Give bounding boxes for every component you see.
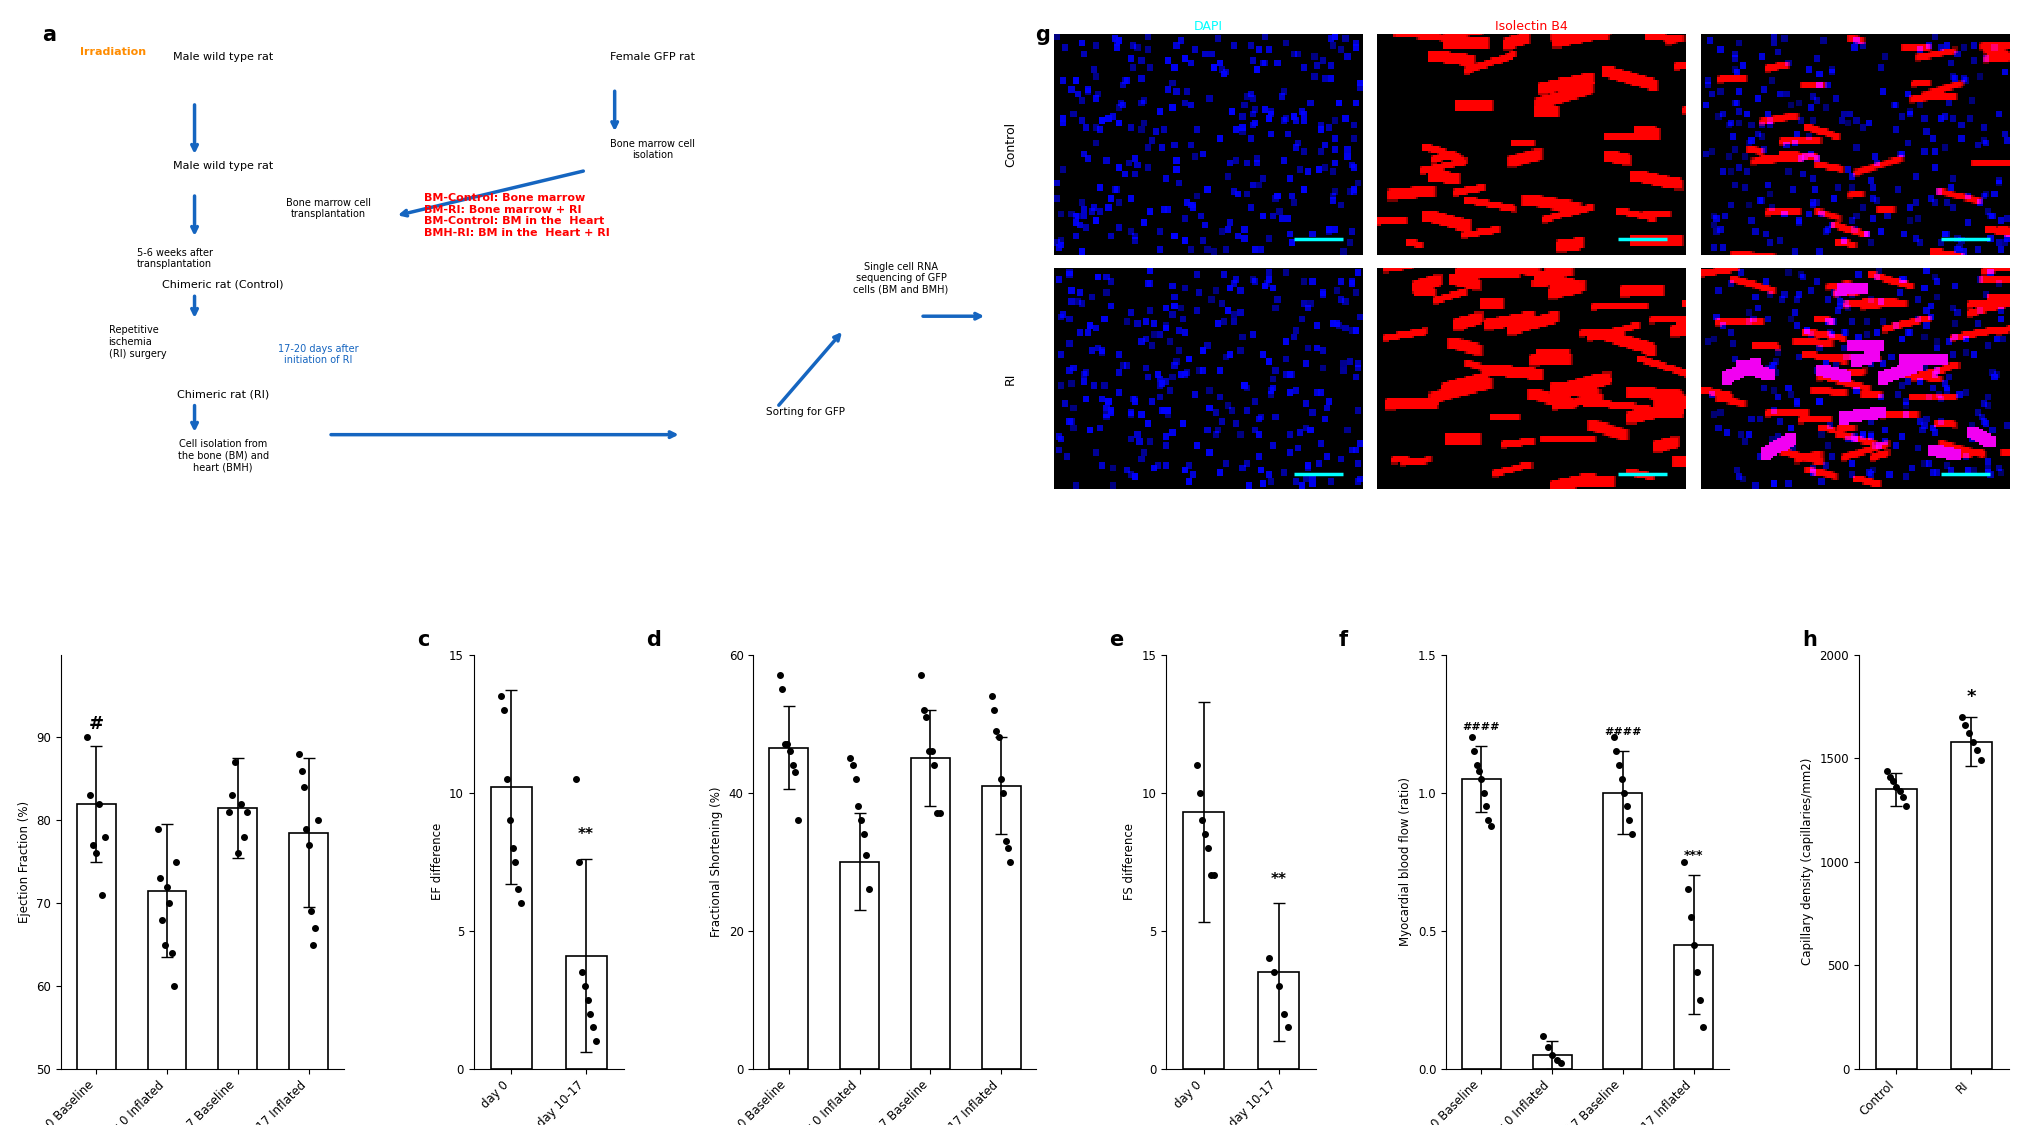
Text: ####: #### [1463, 722, 1499, 732]
Y-axis label: Myocardial blood flow (ratio): Myocardial blood flow (ratio) [1400, 777, 1412, 946]
Text: *: * [1966, 688, 1976, 706]
Text: RI: RI [1004, 372, 1017, 385]
Text: #: # [89, 716, 103, 734]
Text: Female GFP rat: Female GFP rat [611, 52, 696, 62]
Text: g: g [1035, 25, 1049, 45]
Bar [911, 758, 950, 1069]
Text: h: h [1802, 630, 1816, 650]
Text: e: e [1110, 630, 1124, 650]
Text: ***: *** [1684, 848, 1704, 862]
Bar [491, 788, 532, 1069]
Bar [77, 803, 116, 1125]
Text: Chimeric rat (RI): Chimeric rat (RI) [177, 389, 270, 399]
Y-axis label: Ejection Fraction (%): Ejection Fraction (%) [18, 801, 30, 922]
Text: Single cell RNA
sequencing of GFP
cells (BM and BMH): Single cell RNA sequencing of GFP cells … [854, 261, 950, 295]
Bar [1875, 790, 1917, 1069]
Text: Irradiation: Irradiation [79, 47, 146, 57]
Text: **: ** [1270, 872, 1286, 886]
Title: DAPI  Isolectin B4: DAPI Isolectin B4 [1800, 19, 1909, 33]
Bar [219, 808, 258, 1125]
Bar [1463, 778, 1501, 1069]
Bar [1674, 945, 1712, 1069]
Text: Chimeric rat (Control): Chimeric rat (Control) [162, 280, 284, 290]
Bar [288, 832, 329, 1125]
Text: Sorting for GFP: Sorting for GFP [767, 407, 846, 417]
Text: a: a [43, 25, 55, 45]
Bar [1950, 741, 1992, 1069]
Bar [840, 862, 879, 1069]
Text: Cell isolation from
the bone (BM) and
heart (BMH): Cell isolation from the bone (BM) and he… [179, 439, 268, 472]
Text: f: f [1339, 630, 1347, 650]
Text: Repetitive
ischemia
(RI) surgery: Repetitive ischemia (RI) surgery [110, 325, 166, 359]
Y-axis label: FS difference: FS difference [1124, 824, 1136, 900]
Text: Bone marrow cell
transplantation: Bone marrow cell transplantation [286, 198, 371, 219]
Text: **: ** [578, 827, 594, 843]
Y-axis label: EF difference: EF difference [430, 824, 444, 900]
Bar [1532, 1055, 1572, 1069]
Bar [148, 891, 187, 1125]
Title: DAPI: DAPI [1193, 19, 1221, 33]
Bar [1603, 793, 1641, 1069]
Text: Bone marrow cell
isolation: Bone marrow cell isolation [611, 138, 696, 160]
Title: Isolectin B4: Isolectin B4 [1495, 19, 1568, 33]
Text: 5-6 weeks after
transplantation: 5-6 weeks after transplantation [138, 248, 213, 270]
Text: 17-20 days after
initiation of RI: 17-20 days after initiation of RI [278, 343, 359, 366]
Y-axis label: Fractional Shortening (%): Fractional Shortening (%) [710, 786, 722, 937]
Bar [566, 955, 607, 1069]
Text: Control: Control [1004, 122, 1017, 166]
Text: Male wild type rat: Male wild type rat [172, 52, 274, 62]
Y-axis label: Capillary density (capillaries/mm2): Capillary density (capillaries/mm2) [1802, 758, 1814, 965]
Text: Male wild type rat: Male wild type rat [172, 161, 274, 171]
Bar [982, 785, 1021, 1069]
Bar [769, 748, 808, 1069]
Bar [1183, 812, 1223, 1069]
Text: BM-Control: Bone marrow
BM-RI: Bone marrow + RI
BM-Control: BM in the  Heart
BMH: BM-Control: Bone marrow BM-RI: Bone marr… [424, 193, 609, 238]
Text: c: c [416, 630, 430, 650]
Text: ####: #### [1605, 728, 1641, 737]
Bar [1258, 972, 1299, 1069]
Text: d: d [645, 630, 661, 650]
